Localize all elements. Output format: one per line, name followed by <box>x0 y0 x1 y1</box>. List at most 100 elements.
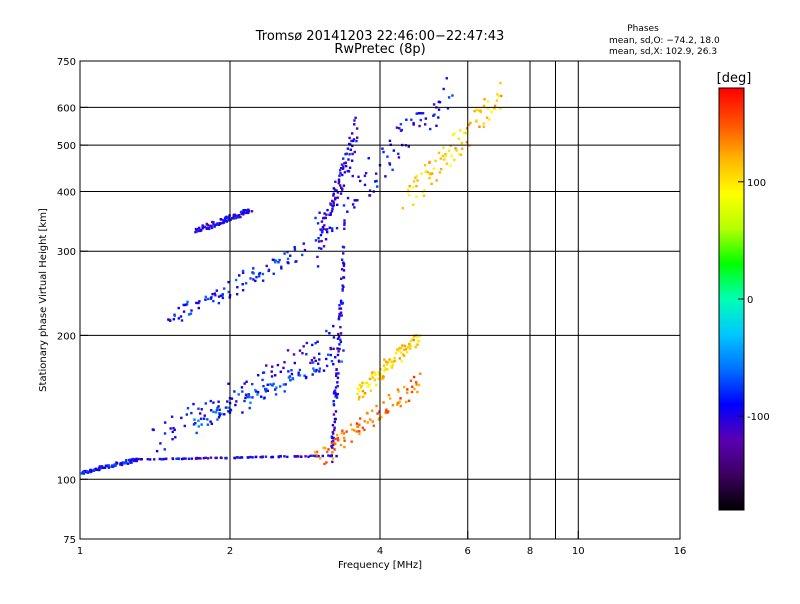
chart-subtitle: RwPretec (8p) <box>334 42 425 57</box>
data-point-7-21 <box>198 300 201 303</box>
data-point-10-61 <box>469 121 472 125</box>
data-point-3-89 <box>342 349 345 352</box>
data-point-11-24 <box>206 223 209 227</box>
data-point-6-78 <box>412 336 415 339</box>
data-point-10-27 <box>434 159 437 163</box>
data-point-7-9 <box>177 317 181 320</box>
data-point-4-9 <box>331 443 335 446</box>
data-point-8-50 <box>391 168 394 172</box>
data-point-1-4 <box>146 458 149 461</box>
data-point-5-84 <box>411 385 414 389</box>
data-point-7-28 <box>212 299 215 303</box>
data-point-9-27 <box>329 203 333 206</box>
data-point-5-29 <box>349 423 353 426</box>
data-point-9-29 <box>329 211 332 215</box>
data-point-10-62 <box>467 123 471 126</box>
data-point-7-68 <box>272 258 276 262</box>
data-point-3-10 <box>214 411 218 414</box>
data-point-9-39 <box>332 187 335 190</box>
data-point-10-56 <box>464 131 467 135</box>
data-point-6-86 <box>416 343 419 346</box>
data-point-0-26 <box>96 468 99 472</box>
data-point-2-59 <box>270 370 273 373</box>
x-tick-label: 10 <box>572 546 585 557</box>
data-point-3-88 <box>340 360 344 363</box>
data-point-6-71 <box>405 351 409 354</box>
data-point-3-78 <box>318 358 321 361</box>
data-point-4-85 <box>342 246 346 249</box>
data-point-6-1 <box>357 398 361 401</box>
data-point-3-57 <box>282 383 285 386</box>
data-point-5-85 <box>414 381 418 384</box>
data-point-4-77 <box>342 261 345 264</box>
data-point-9-45 <box>337 178 341 181</box>
data-point-8-21 <box>346 196 350 200</box>
data-point-3-33 <box>244 396 247 400</box>
data-point-11-78 <box>242 213 245 216</box>
data-point-5-66 <box>389 397 392 400</box>
data-point-8-51 <box>392 149 396 152</box>
data-point-8-16 <box>342 204 346 207</box>
data-point-7-34 <box>221 294 224 297</box>
data-point-7-72 <box>278 258 281 262</box>
data-point-11-89 <box>247 210 251 213</box>
data-point-11-61 <box>232 215 235 218</box>
data-point-5-15 <box>333 448 336 451</box>
data-point-4-37 <box>335 368 338 371</box>
data-point-10-72 <box>479 109 482 112</box>
data-point-4-12 <box>331 432 335 435</box>
data-point-8-38 <box>376 185 379 188</box>
data-point-9-83 <box>353 150 356 154</box>
data-point-6-31 <box>379 375 383 378</box>
data-point-10-40 <box>449 144 452 147</box>
data-point-11-45 <box>221 221 224 225</box>
data-point-2-6 <box>159 442 162 445</box>
data-point-9-30 <box>331 204 334 207</box>
data-point-8-20 <box>342 184 346 187</box>
data-point-7-69 <box>272 272 275 275</box>
data-point-6-87 <box>416 335 419 339</box>
data-point-4-10 <box>331 439 335 442</box>
colorbar-tick-label: 0 <box>747 295 753 306</box>
data-point-3-44 <box>265 387 268 391</box>
data-point-10-46 <box>454 147 457 150</box>
data-point-1-52 <box>246 456 250 459</box>
data-point-7-22 <box>204 298 207 301</box>
data-point-8-2 <box>317 240 321 243</box>
data-point-4-75 <box>341 289 344 292</box>
y-tick-label: 750 <box>57 57 76 68</box>
stats-line-o: mean, sd,O: −74.2, 18.0 <box>609 36 720 46</box>
data-point-8-82 <box>437 116 440 119</box>
data-point-0-38 <box>100 466 104 470</box>
data-point-6-21 <box>371 376 374 379</box>
data-point-2-51 <box>261 378 264 382</box>
data-point-0-67 <box>120 461 124 465</box>
data-point-4-58 <box>339 325 342 329</box>
y-tick-label: 75 <box>63 535 76 546</box>
x-tick-label: 16 <box>674 546 687 557</box>
data-point-4-82 <box>342 264 346 268</box>
data-point-3-5 <box>200 423 203 426</box>
data-point-2-47 <box>245 380 248 383</box>
data-point-5-80 <box>409 379 413 383</box>
data-point-4-34 <box>335 372 338 375</box>
data-point-7-50 <box>238 274 241 277</box>
data-point-6-14 <box>363 391 367 395</box>
data-point-3-75 <box>318 367 322 370</box>
data-point-7-23 <box>204 295 207 299</box>
data-point-1-33 <box>204 456 207 459</box>
data-point-9-36 <box>333 188 337 191</box>
data-point-5-20 <box>343 439 346 442</box>
data-point-1-7 <box>158 457 161 461</box>
data-point-6-27 <box>373 371 376 374</box>
data-point-10-69 <box>478 125 481 128</box>
data-point-3-18 <box>217 405 220 408</box>
data-point-8-49 <box>388 163 392 166</box>
data-point-1-61 <box>261 455 264 458</box>
data-point-9-64 <box>344 161 348 164</box>
data-point-3-7 <box>206 423 210 426</box>
data-point-10-36 <box>442 146 445 149</box>
data-point-2-80 <box>317 352 321 355</box>
data-point-2-79 <box>310 358 314 362</box>
data-point-4-46 <box>337 372 340 375</box>
